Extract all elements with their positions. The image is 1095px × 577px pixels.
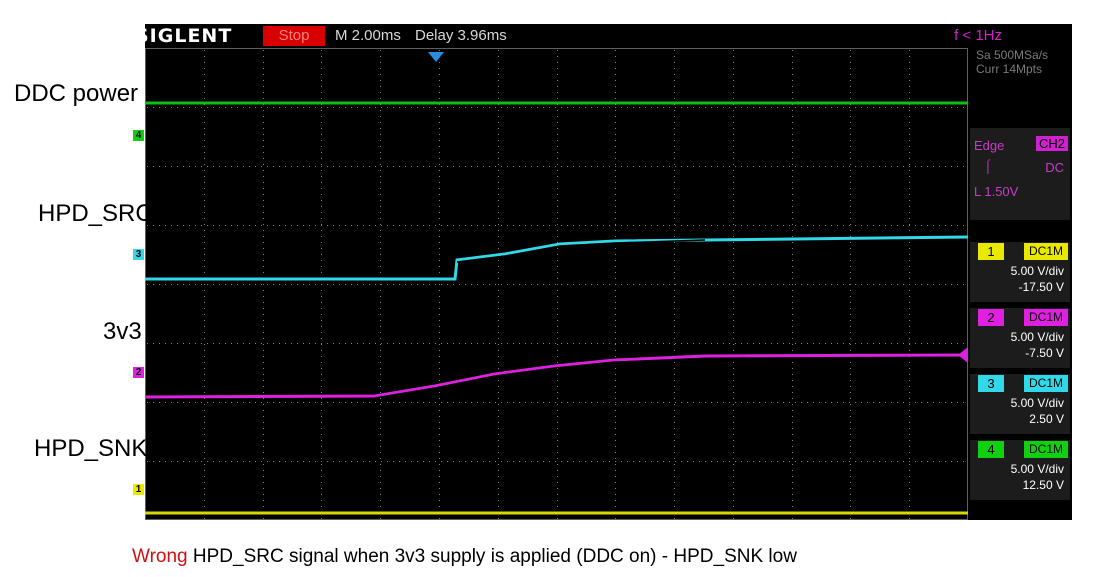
channel-offset: 12.50 V (1022, 478, 1064, 492)
label-ddc-power: DDC power (14, 80, 139, 107)
graticule (145, 48, 968, 520)
channel-coupling: DC1M (1024, 309, 1068, 326)
brand-logo: SIGLENT (135, 25, 233, 47)
sample-rate: Sa 500MSa/s (976, 48, 1049, 62)
channel-1-panel[interactable]: 1 DC1M 5.00 V/div -17.50 V (970, 242, 1070, 302)
scope-side-panel: Sa 500MSa/s Curr 14Mpts Edge CH2 ⌠ DC L … (970, 48, 1072, 520)
channel-number: 2 (978, 309, 1004, 326)
channel-coupling: DC1M (1024, 441, 1068, 458)
acquisition-info: Sa 500MSa/s Curr 14Mpts (970, 48, 1078, 76)
channel-2-panel[interactable]: 2 DC1M 5.00 V/div -7.50 V (970, 308, 1070, 368)
trigger-coupling: DC (1045, 160, 1064, 175)
trigger-panel[interactable]: Edge CH2 ⌠ DC L 1.50V (970, 128, 1070, 220)
channel-vdiv: 5.00 V/div (1010, 264, 1064, 278)
caption-text: HPD_SRC signal when 3v3 supply is applie… (187, 546, 797, 567)
channel-3-panel[interactable]: 3 DC1M 5.00 V/div 2.50 V (970, 374, 1070, 434)
ch2-3v3-trace-shadow (374, 357, 746, 399)
channel-4-panel[interactable]: 4 DC1M 5.00 V/div 12.50 V (970, 440, 1070, 500)
waveform-plot (145, 48, 968, 520)
label-hpd-src: HPD_SRC (38, 200, 153, 227)
channel-vdiv: 5.00 V/div (1010, 396, 1064, 410)
graticule-dots (147, 50, 964, 519)
ch3-hpd-src-trace (145, 235, 968, 281)
ch2-3v3-trace (145, 353, 968, 399)
label-3v3: 3v3 (103, 318, 142, 345)
memory-depth: Curr 14Mpts (976, 62, 1043, 76)
channel-vdiv: 5.00 V/div (1010, 462, 1064, 476)
ch3-ground-marker[interactable]: 3 (133, 249, 144, 260)
caption-wrong: Wrong (132, 546, 188, 567)
channel-offset: -7.50 V (1025, 346, 1064, 360)
trigger-position-marker (428, 52, 444, 62)
rising-edge-icon: ⌠ (984, 158, 992, 173)
trigger-type: Edge (974, 138, 1005, 153)
ch2-ground-marker[interactable]: 2 (133, 367, 144, 378)
channel-vdiv: 5.00 V/div (1010, 330, 1064, 344)
channel-coupling: DC1M (1024, 243, 1068, 260)
frequency-counter: f < 1Hz (954, 27, 1002, 44)
channel-number: 4 (978, 441, 1004, 458)
label-hpd-snk: HPD_SNK (34, 435, 148, 462)
ch1-ground-marker[interactable]: 1 (133, 484, 144, 495)
channel-coupling: DC1M (1024, 375, 1068, 392)
scope-status-bar: SIGLENT Stop M 2.00ms Delay 3.96ms f < 1… (135, 24, 1072, 48)
figure-caption: Wrong HPD_SRC signal when 3v3 supply is … (132, 546, 797, 568)
trigger-source: CH2 (1035, 136, 1068, 151)
delay-readout[interactable]: Delay 3.96ms (415, 27, 507, 44)
channel-offset: 2.50 V (1029, 412, 1064, 426)
ch3-hpd-src-trace-shadow (456, 239, 706, 263)
channel-number: 3 (978, 375, 1004, 392)
ch4-ground-marker[interactable]: 4 (133, 130, 144, 141)
trigger-level: L 1.50V (974, 184, 1019, 199)
oscilloscope-screen: SIGLENT Stop M 2.00ms Delay 3.96ms f < 1… (135, 24, 1072, 520)
run-state-indicator[interactable]: Stop (263, 26, 325, 46)
channel-offset: -17.50 V (1018, 280, 1064, 294)
waveform-grid (145, 48, 968, 520)
timebase-readout[interactable]: M 2.00ms (335, 27, 401, 44)
trigger-level-marker[interactable] (958, 347, 968, 363)
channel-number: 1 (978, 243, 1004, 260)
